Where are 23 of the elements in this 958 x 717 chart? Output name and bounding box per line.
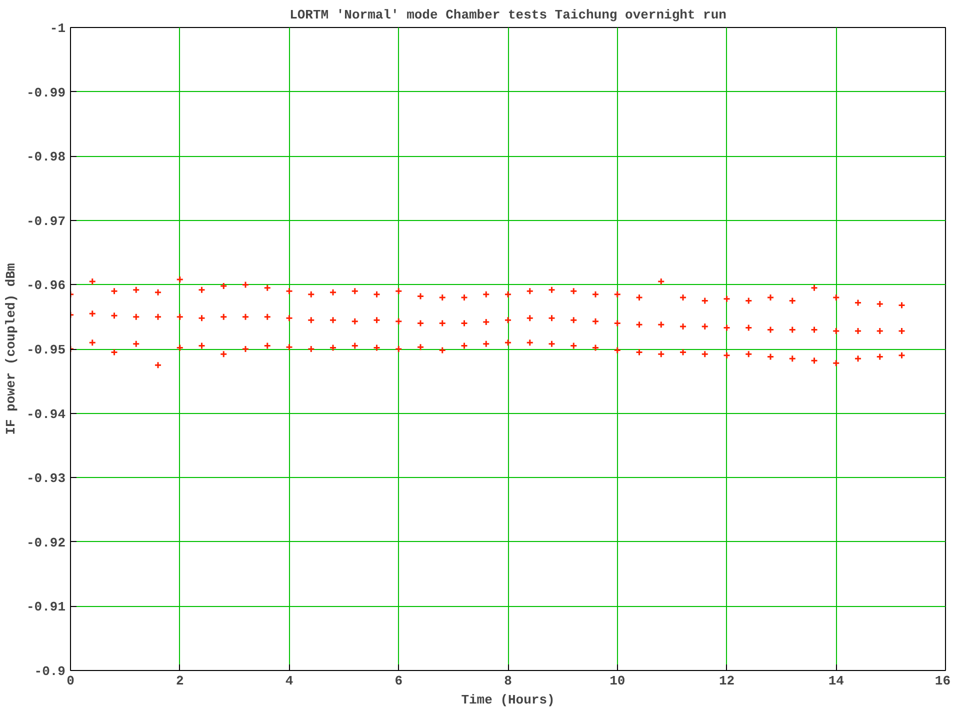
x-tick-label: 8 xyxy=(504,674,512,688)
y-tick-label: -0.92 xyxy=(26,535,66,550)
x-tick-label: 4 xyxy=(285,674,294,688)
y-tick-label: -0.95 xyxy=(26,342,66,358)
x-tick-label: 2 xyxy=(176,674,184,688)
chart-title: LORTM 'Normal' mode Chamber tests Taichung overnight run xyxy=(290,8,727,22)
x-tick-label: 16 xyxy=(934,674,951,688)
y-tick-label: -0.98 xyxy=(26,150,66,165)
y-axis-title: IF power (coupled) dBm xyxy=(3,262,18,435)
y-tick-label: -0.93 xyxy=(26,471,66,486)
x-tick-label: 6 xyxy=(394,674,403,688)
x-tick-label: 0 xyxy=(66,674,75,688)
x-tick-label: 14 xyxy=(828,674,844,688)
y-tick-label: -0.9 xyxy=(34,664,66,679)
y-tick-label: -0.96 xyxy=(26,278,66,294)
y-tick-label: -1 xyxy=(50,21,66,36)
x-tick-label: 10 xyxy=(610,674,626,688)
x-axis-title: Time (Hours) xyxy=(461,692,555,708)
y-tick-label: -0.99 xyxy=(26,85,66,100)
y-tick-label: -0.97 xyxy=(26,214,66,229)
y-tick-label: -0.91 xyxy=(26,600,66,615)
x-tick-label: 12 xyxy=(718,674,735,688)
y-tick-label: -0.94 xyxy=(26,406,66,422)
